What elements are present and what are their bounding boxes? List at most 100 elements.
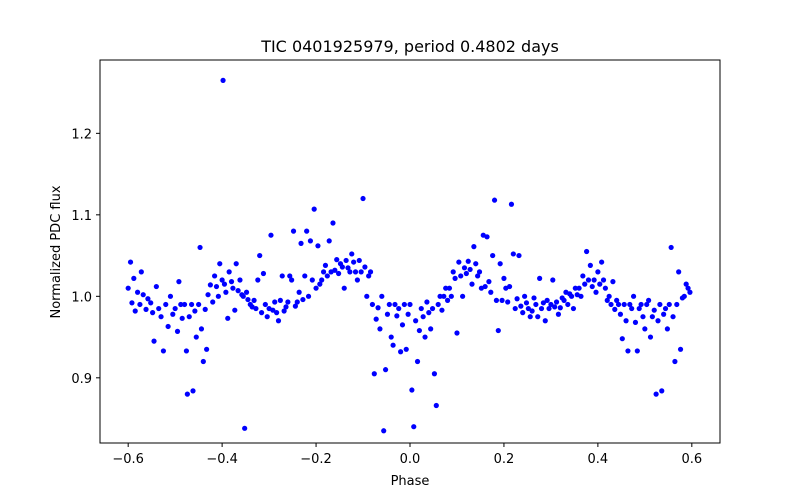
data-point [576, 285, 582, 291]
data-point [354, 277, 360, 283]
data-point [388, 334, 394, 340]
data-point [326, 238, 332, 244]
data-point [264, 314, 270, 320]
data-point [600, 277, 607, 283]
data-point [137, 301, 143, 308]
data-point [615, 301, 622, 308]
data-point [450, 269, 456, 275]
data-point [523, 300, 530, 306]
data-point [664, 326, 670, 332]
data-point [441, 293, 447, 299]
data-point [655, 318, 661, 324]
data-point [674, 301, 680, 308]
data-point [606, 293, 612, 299]
x-tick-label: −0.6 [112, 452, 144, 467]
data-point [285, 299, 291, 305]
data-point [217, 261, 223, 267]
data-point [411, 424, 417, 430]
data-point [473, 261, 479, 267]
y-axis-ticks: 0.9 1.0 1.1 1.2 [71, 127, 100, 387]
data-point [465, 258, 471, 264]
data-point [317, 281, 323, 287]
data-point [448, 293, 454, 299]
data-point [178, 301, 184, 308]
data-point [220, 77, 226, 83]
data-point [138, 269, 144, 275]
data-point [334, 257, 340, 263]
data-point [313, 285, 319, 291]
data-point [237, 277, 243, 283]
data-point [452, 275, 458, 281]
data-point [272, 299, 278, 305]
data-point [125, 285, 131, 291]
data-point [226, 269, 232, 275]
data-point [309, 277, 315, 283]
data-point [578, 293, 584, 299]
data-point [687, 289, 693, 295]
data-point [349, 251, 355, 257]
data-point [260, 270, 267, 277]
data-point [644, 301, 650, 308]
data-point [561, 297, 567, 303]
data-point [471, 244, 477, 250]
data-point [629, 305, 635, 312]
data-point [548, 301, 554, 308]
data-point [632, 319, 639, 325]
data-point [661, 311, 667, 317]
data-point [190, 388, 196, 394]
data-point [225, 315, 231, 321]
data-point [228, 279, 235, 285]
data-point [315, 243, 321, 249]
data-point [148, 300, 154, 306]
data-point [360, 195, 366, 202]
data-point [351, 259, 357, 265]
data-point [533, 301, 539, 308]
data-point [232, 307, 238, 313]
data-point [619, 336, 625, 342]
data-point [666, 301, 672, 308]
data-point [413, 318, 419, 324]
data-point [258, 310, 265, 316]
data-point [443, 285, 449, 291]
data-point [132, 308, 138, 314]
data-point [527, 314, 533, 320]
chart-title: TIC 0401925979, period 0.4802 days [260, 37, 559, 56]
data-point [345, 265, 351, 271]
data-point [332, 267, 338, 273]
data-point [484, 234, 490, 240]
data-point [129, 300, 135, 306]
data-point [219, 277, 225, 283]
data-point [493, 297, 500, 303]
data-point [274, 310, 280, 316]
data-point [277, 297, 283, 303]
data-point [409, 387, 415, 393]
data-point [572, 285, 578, 291]
data-point [245, 296, 251, 303]
data-point [192, 308, 198, 314]
data-point [585, 277, 592, 283]
data-point [381, 428, 387, 434]
y-tick-label: 1.0 [71, 290, 92, 305]
data-point [422, 334, 428, 340]
data-point [202, 306, 208, 312]
data-point [336, 270, 342, 277]
data-point [255, 277, 261, 283]
data-point [416, 327, 422, 334]
data-point [486, 279, 492, 285]
data-point [488, 289, 494, 295]
data-point [371, 371, 377, 377]
data-point [599, 259, 605, 265]
data-point [339, 264, 345, 270]
data-point [233, 261, 239, 267]
data-point [659, 388, 665, 394]
data-point [501, 275, 507, 281]
x-tick-label: 0.0 [400, 452, 421, 467]
data-point [151, 338, 157, 344]
data-point [580, 273, 586, 279]
data-point [497, 261, 503, 267]
data-point [399, 322, 406, 328]
data-point [364, 293, 370, 299]
data-point [662, 305, 669, 312]
data-point [262, 301, 268, 308]
data-point [437, 293, 443, 299]
